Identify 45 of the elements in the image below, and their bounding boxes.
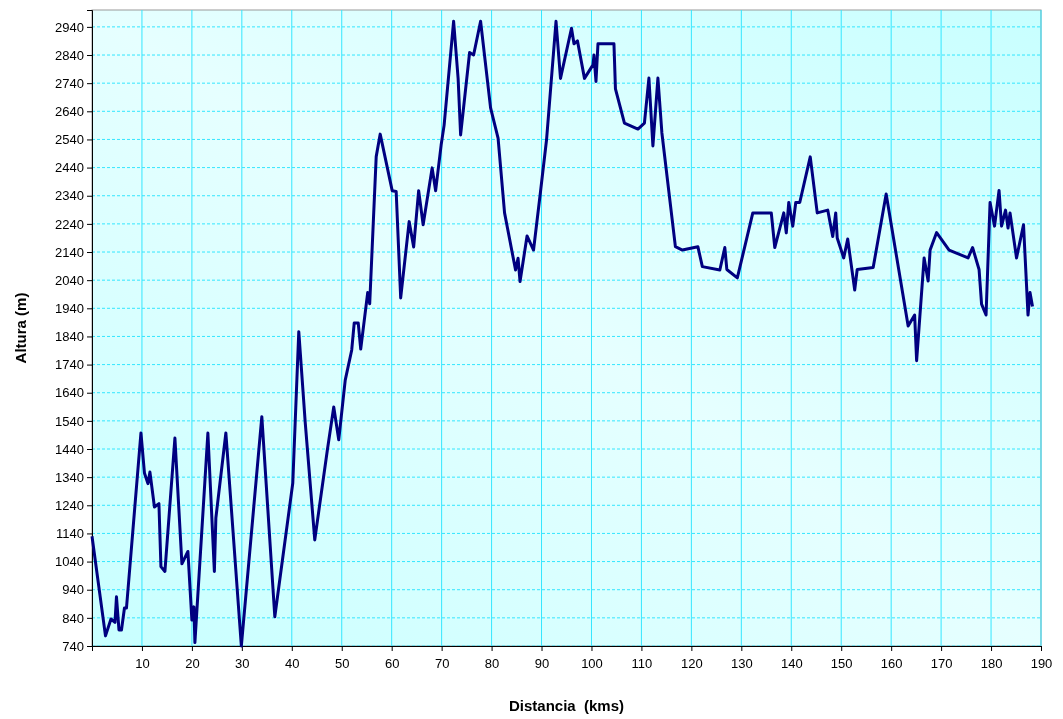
y-tick-label: 2040 bbox=[55, 272, 84, 288]
y-tick-label: 840 bbox=[62, 610, 84, 626]
x-tick-label: 120 bbox=[681, 656, 703, 672]
y-tick-label: 2340 bbox=[55, 188, 84, 204]
x-tick-label: 20 bbox=[185, 656, 200, 672]
y-tick-label: 2740 bbox=[55, 75, 84, 91]
x-axis-title: Distancia (kms) bbox=[508, 697, 625, 714]
line-series bbox=[90, 19, 1035, 648]
y-tick-label: 1340 bbox=[55, 469, 84, 485]
x-tick-label: 160 bbox=[880, 656, 903, 672]
y-tick-label: 940 bbox=[62, 582, 84, 598]
y-tick-label: 1640 bbox=[55, 385, 84, 401]
y-tick-label: 1440 bbox=[55, 441, 84, 457]
x-tick-label: 60 bbox=[384, 656, 400, 672]
x-tick-label: 70 bbox=[434, 656, 450, 672]
y-tick-label: 1140 bbox=[56, 526, 84, 542]
y-tick-label: 2440 bbox=[55, 160, 84, 176]
x-tick-label: 150 bbox=[830, 656, 853, 672]
x-tick-label: 50 bbox=[335, 656, 350, 672]
y-tick-label: 1040 bbox=[55, 554, 84, 570]
y-tick-label: 1940 bbox=[55, 300, 84, 316]
x-tick-label: 140 bbox=[780, 656, 803, 672]
y-tick-label: 2940 bbox=[55, 19, 84, 35]
y-tick-label: 1840 bbox=[55, 329, 84, 345]
y-tick-label: 2140 bbox=[55, 244, 84, 260]
x-tick-label: 10 bbox=[135, 656, 150, 672]
y-tick-label: 1240 bbox=[55, 497, 84, 513]
y-tick-label: 740 bbox=[62, 638, 84, 654]
x-tick-label: 180 bbox=[980, 656, 1003, 672]
x-tick-label: 110 bbox=[631, 656, 653, 672]
x-tick-label: 170 bbox=[930, 656, 953, 672]
x-tick-label: 80 bbox=[484, 656, 500, 672]
x-tick-label: 190 bbox=[1030, 656, 1053, 672]
y-tick-label: 2540 bbox=[55, 132, 84, 148]
x-tick-label: 100 bbox=[581, 656, 603, 672]
y-tick-label: 1540 bbox=[55, 413, 84, 429]
y-tick-label: 2640 bbox=[55, 103, 84, 119]
y-tick-label: 2240 bbox=[55, 216, 84, 232]
x-tick-label: 30 bbox=[235, 656, 250, 672]
y-tick-label: 2840 bbox=[55, 47, 84, 63]
y-tick-label: 1740 bbox=[55, 357, 84, 373]
x-tick-label: 40 bbox=[285, 656, 300, 672]
y-axis-title: Altura (m) bbox=[12, 292, 29, 364]
x-tick-label: 130 bbox=[730, 656, 753, 672]
x-tick-label: 90 bbox=[534, 656, 550, 672]
